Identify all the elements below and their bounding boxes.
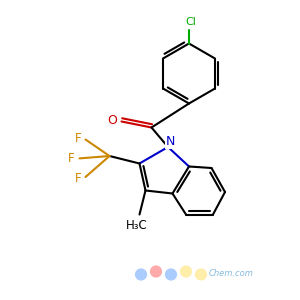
Text: N: N (166, 135, 175, 148)
Circle shape (196, 269, 206, 280)
Circle shape (136, 269, 146, 280)
Text: Cl: Cl (185, 17, 196, 27)
Text: H₃C: H₃C (126, 219, 147, 232)
Text: F: F (68, 152, 74, 165)
Text: O: O (108, 113, 117, 127)
Text: F: F (75, 172, 81, 185)
Text: F: F (75, 131, 81, 145)
Circle shape (166, 269, 176, 280)
Text: Chem.com: Chem.com (208, 268, 253, 278)
Circle shape (181, 266, 191, 277)
Circle shape (151, 266, 161, 277)
